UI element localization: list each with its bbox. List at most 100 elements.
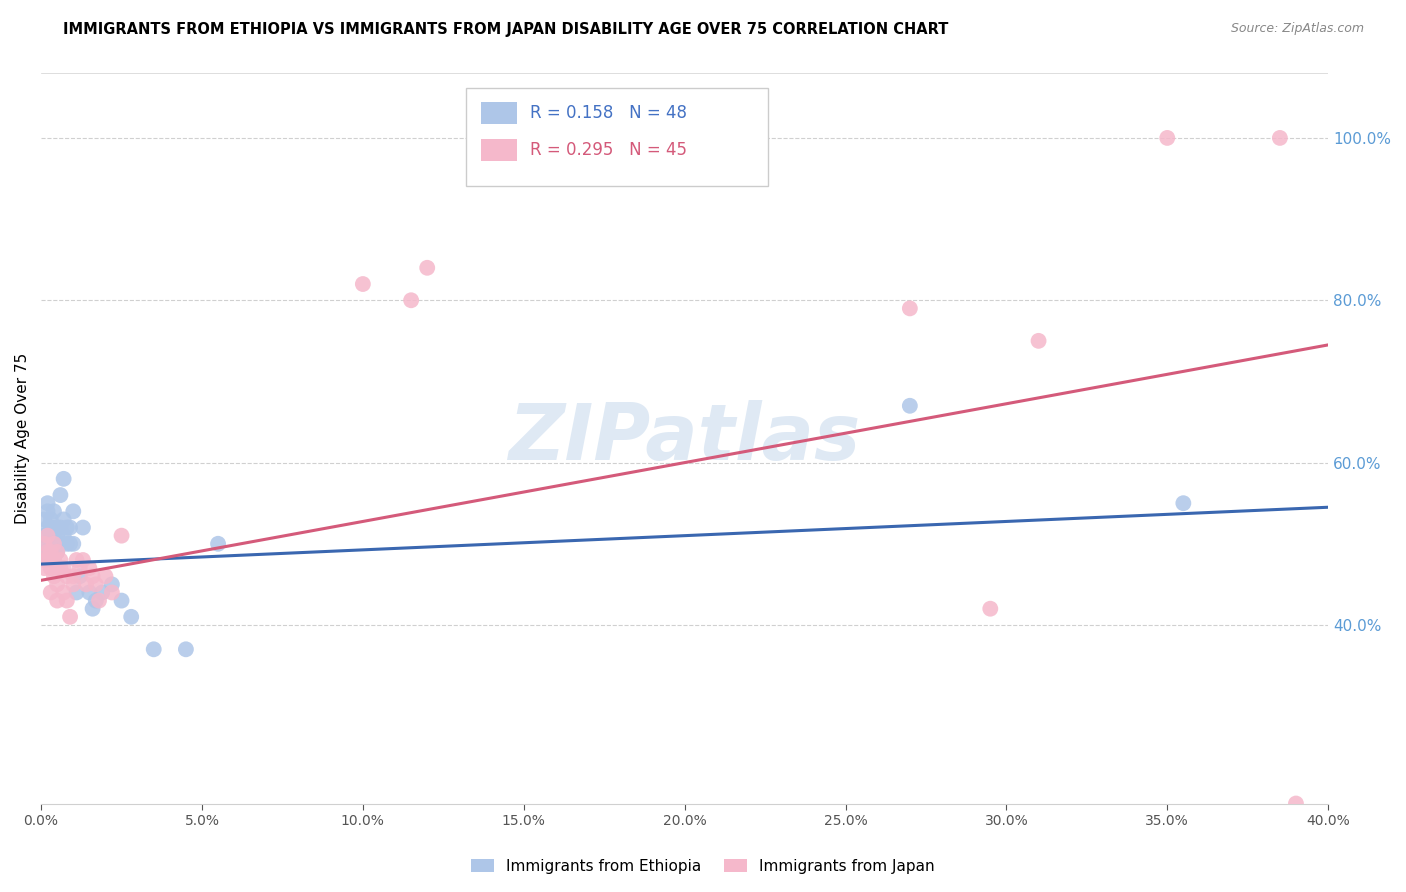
Point [46, 537, 69, 551]
Point [37, 520, 59, 534]
Point [39, 537, 62, 551]
FancyBboxPatch shape [481, 103, 517, 124]
Point [46, 593, 69, 607]
Point [69, 569, 91, 583]
FancyBboxPatch shape [481, 139, 517, 161]
Point [1156, 131, 1178, 145]
Point [39, 545, 62, 559]
Point [37, 545, 59, 559]
Point [1268, 131, 1291, 145]
Point [399, 293, 422, 308]
Point [42, 553, 65, 567]
Point [898, 399, 921, 413]
Point [52, 529, 75, 543]
Point [207, 537, 229, 551]
Point [37, 537, 59, 551]
Point [49, 553, 72, 567]
Point [62, 569, 84, 583]
Point [39, 561, 62, 575]
Point [37, 504, 59, 518]
Point [979, 601, 1001, 615]
Point [79, 561, 101, 575]
Point [75, 577, 97, 591]
Point [37, 496, 59, 510]
Y-axis label: Disability Age Over 75: Disability Age Over 75 [15, 352, 30, 524]
Point [1285, 797, 1308, 811]
Point [110, 593, 132, 607]
Point [37, 553, 59, 567]
Point [91, 585, 114, 599]
Point [49, 561, 72, 575]
Point [46, 561, 69, 575]
Point [1028, 334, 1050, 348]
Point [101, 585, 124, 599]
Point [46, 577, 69, 591]
Point [72, 553, 94, 567]
Point [34, 529, 56, 543]
Point [59, 520, 82, 534]
Point [79, 585, 101, 599]
Point [42, 569, 65, 583]
Point [87, 593, 110, 607]
Point [42, 520, 65, 534]
Point [82, 601, 104, 615]
Point [65, 553, 87, 567]
Text: R = 0.158   N = 48: R = 0.158 N = 48 [530, 104, 688, 122]
Point [120, 610, 142, 624]
Point [46, 529, 69, 543]
Point [39, 520, 62, 534]
Point [39, 545, 62, 559]
Point [39, 512, 62, 526]
Point [52, 561, 75, 575]
Point [142, 642, 165, 657]
Point [49, 537, 72, 551]
FancyBboxPatch shape [465, 87, 768, 186]
Point [84, 577, 107, 591]
Point [49, 520, 72, 534]
Point [34, 561, 56, 575]
Point [110, 529, 132, 543]
Point [34, 553, 56, 567]
Text: R = 0.295   N = 45: R = 0.295 N = 45 [530, 141, 688, 159]
Point [65, 585, 87, 599]
Point [37, 553, 59, 567]
Point [37, 529, 59, 543]
Point [56, 593, 79, 607]
Point [72, 520, 94, 534]
Point [56, 569, 79, 583]
Point [416, 260, 439, 275]
Point [42, 504, 65, 518]
Point [34, 537, 56, 551]
Point [59, 610, 82, 624]
Point [39, 585, 62, 599]
Text: Source: ZipAtlas.com: Source: ZipAtlas.com [1230, 22, 1364, 36]
Point [52, 472, 75, 486]
Point [898, 301, 921, 316]
Point [42, 537, 65, 551]
Point [352, 277, 374, 291]
Point [46, 545, 69, 559]
Point [62, 504, 84, 518]
Point [94, 569, 117, 583]
Point [46, 520, 69, 534]
Point [59, 537, 82, 551]
Point [1173, 496, 1195, 510]
Point [42, 537, 65, 551]
Point [49, 488, 72, 502]
Point [62, 537, 84, 551]
Point [101, 577, 124, 591]
Point [56, 537, 79, 551]
Point [39, 529, 62, 543]
Point [42, 553, 65, 567]
Point [62, 577, 84, 591]
Point [69, 561, 91, 575]
Point [34, 545, 56, 559]
Point [56, 520, 79, 534]
Text: IMMIGRANTS FROM ETHIOPIA VS IMMIGRANTS FROM JAPAN DISABILITY AGE OVER 75 CORRELA: IMMIGRANTS FROM ETHIOPIA VS IMMIGRANTS F… [63, 22, 949, 37]
Point [46, 545, 69, 559]
Point [52, 512, 75, 526]
Point [34, 512, 56, 526]
Text: ZIPatlas: ZIPatlas [509, 401, 860, 476]
Point [82, 569, 104, 583]
Point [84, 593, 107, 607]
